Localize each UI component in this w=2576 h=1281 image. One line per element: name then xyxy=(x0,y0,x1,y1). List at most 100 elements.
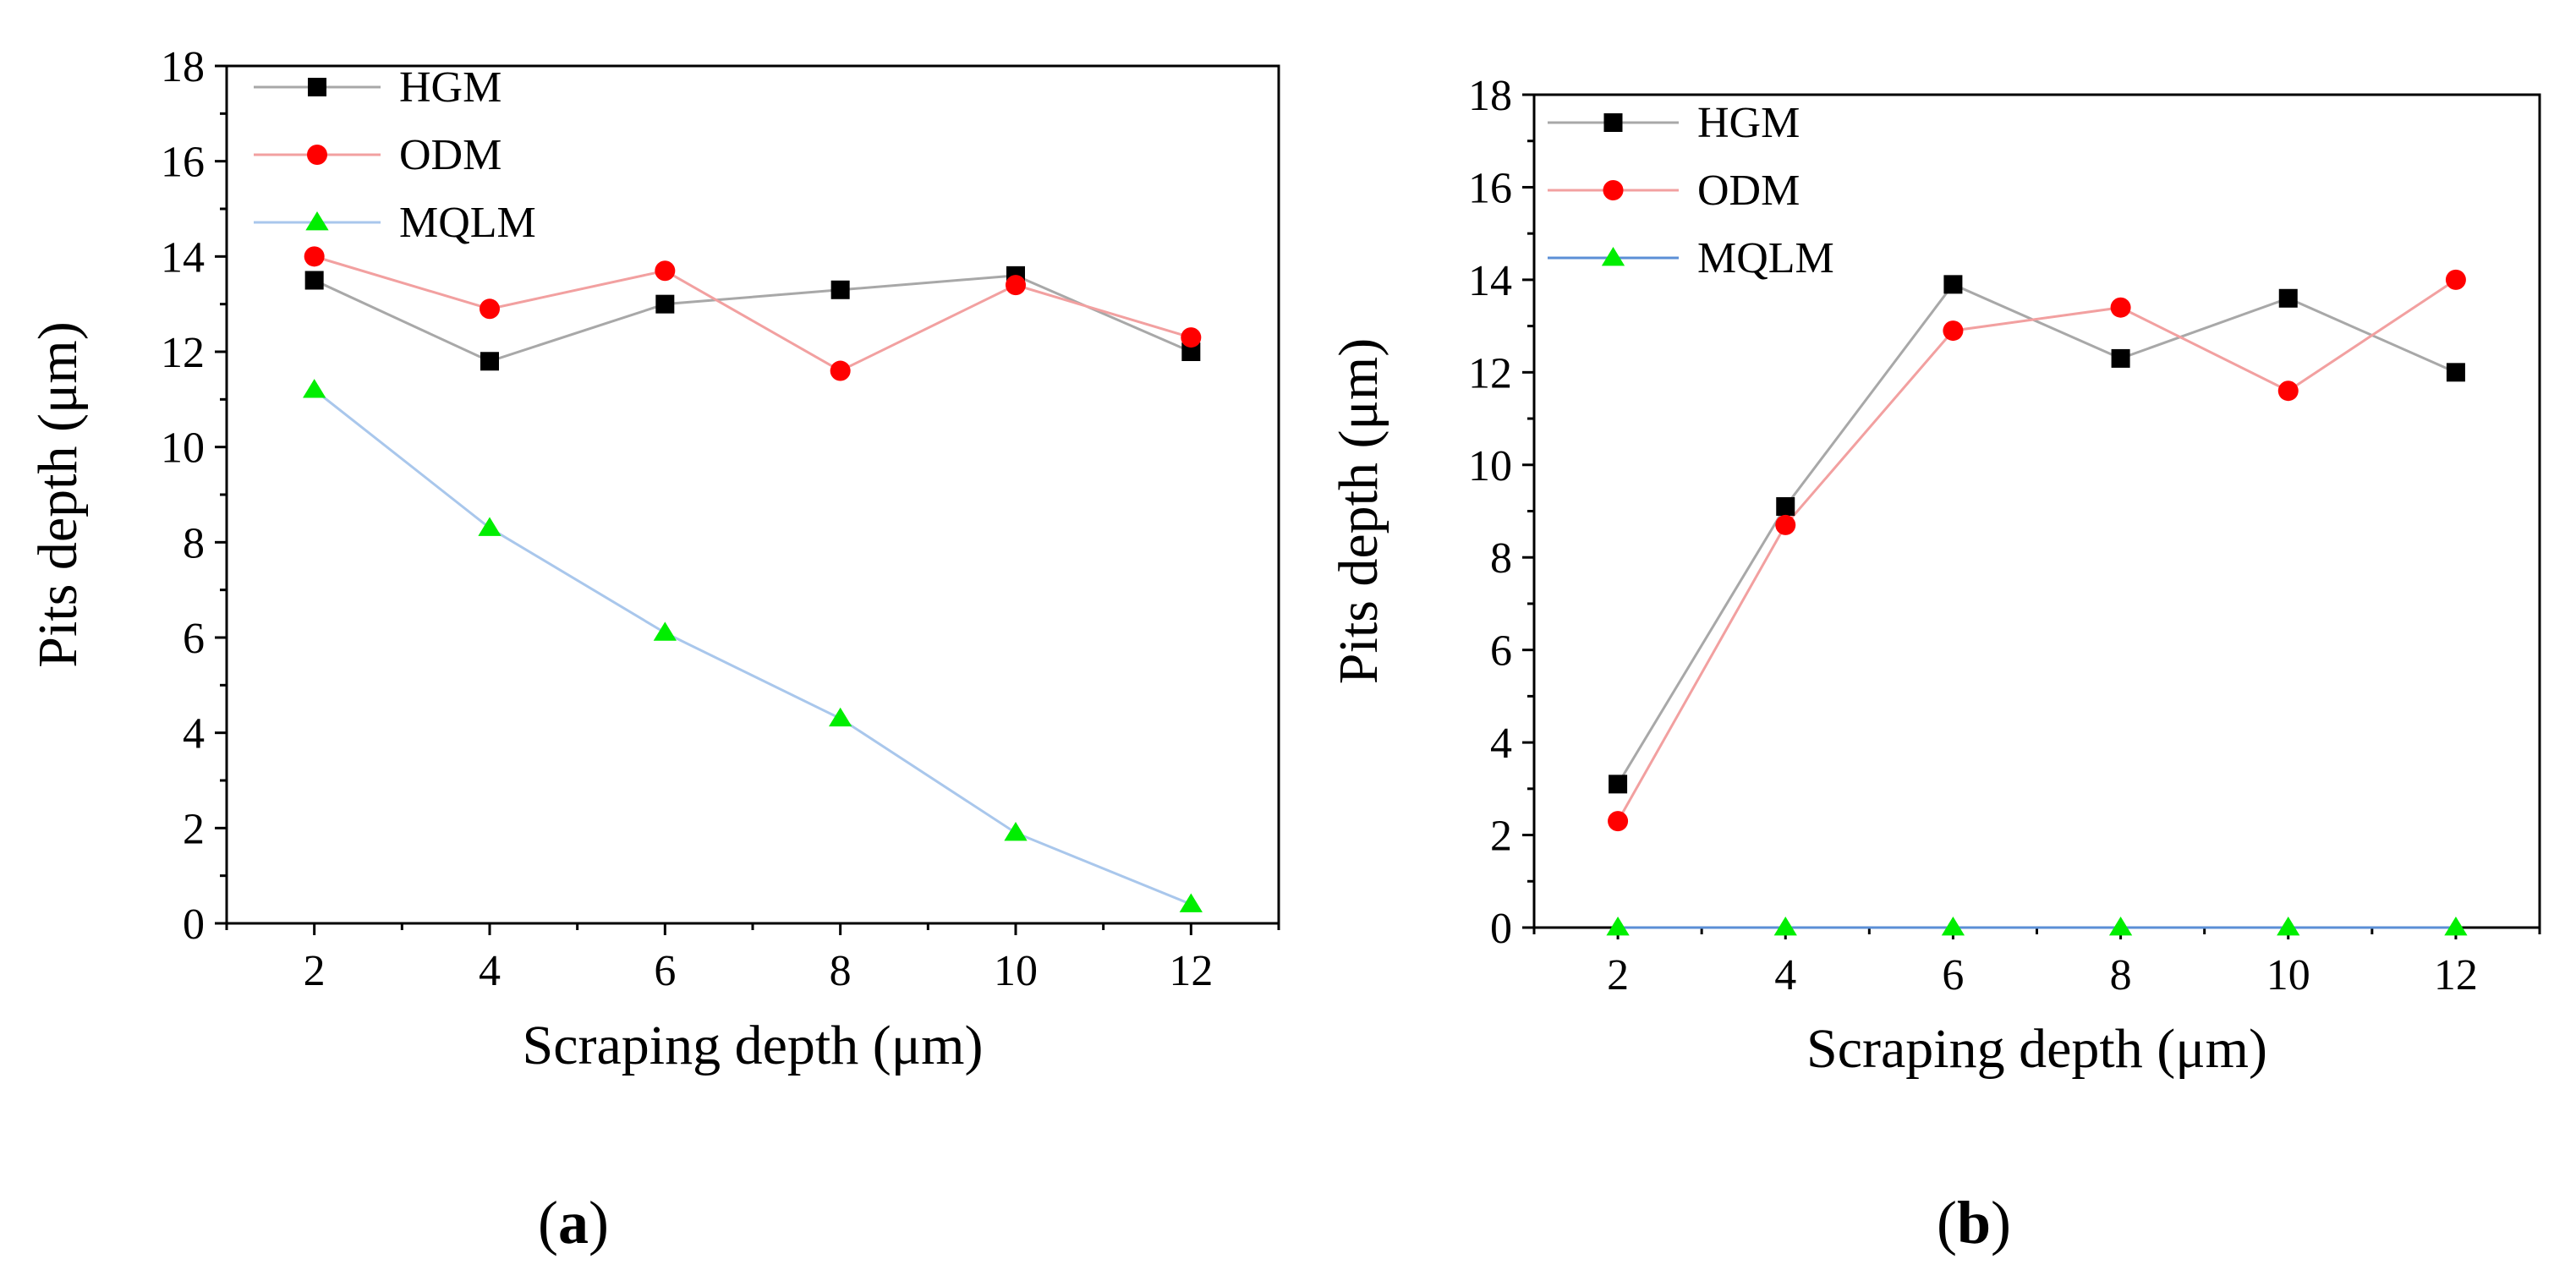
data-point xyxy=(655,294,675,314)
series-line-hgm xyxy=(1616,282,2457,786)
series-line-hgm xyxy=(314,274,1192,363)
x-axis-label: Scraping depth (μm) xyxy=(1806,1018,2267,1080)
series-line-odm xyxy=(314,255,1192,373)
data-point xyxy=(2108,917,2133,936)
data-point xyxy=(304,246,325,267)
series-markers-odm xyxy=(304,246,1202,381)
legend-label: HGM xyxy=(1697,99,1800,147)
data-point xyxy=(653,621,677,641)
x-tick-label: 10 xyxy=(994,947,1038,995)
series-markers-hgm xyxy=(304,266,1201,371)
x-tick-label: 2 xyxy=(304,947,326,995)
y-tick-label: 16 xyxy=(1468,164,1512,212)
data-point xyxy=(1606,917,1630,936)
data-point xyxy=(2445,269,2466,290)
data-point xyxy=(2277,380,2299,402)
data-point xyxy=(1608,811,1629,832)
chart-panel-a: 0 2 4 6 8 10 12 14 16 18 2 4 6 8 10 12 Scraping depth (μ… xyxy=(27,43,1280,1076)
plot-frame xyxy=(225,64,1280,925)
data-point xyxy=(830,360,851,381)
data-point xyxy=(1181,327,1202,348)
legend: HGM ODM MQLM xyxy=(254,63,536,247)
data-point xyxy=(2446,363,2465,382)
y-tick-label: 16 xyxy=(161,139,205,187)
legend-marker xyxy=(305,211,329,231)
y-tick-label: 14 xyxy=(1468,257,1512,305)
legend-marker xyxy=(307,145,327,165)
x-tick-label: 2 xyxy=(1607,951,1629,999)
y-tick-label: 8 xyxy=(183,519,205,567)
data-point xyxy=(1181,342,1201,361)
data-point xyxy=(1006,275,1026,296)
data-point xyxy=(1941,917,1965,936)
x-tick-label: 10 xyxy=(2266,951,2310,999)
chart-panel-b: 0 2 4 6 8 10 12 14 16 18 2 4 6 8 10 12 Scraping depth (μ… xyxy=(1328,72,2541,1080)
y-axis-label: Pits depth (μm) xyxy=(1328,338,1389,684)
panel-label-a: (a) xyxy=(538,1189,609,1256)
series-line-odm xyxy=(1616,278,2457,822)
panel-letter: a xyxy=(557,1189,589,1256)
y-tick-label: 10 xyxy=(161,424,205,473)
data-point xyxy=(1179,893,1203,912)
y-tick-label: 8 xyxy=(1490,534,1512,583)
y-tick-label: 12 xyxy=(1468,349,1512,397)
y-tick-label: 0 xyxy=(1490,905,1512,953)
data-point xyxy=(830,280,850,299)
y-tick-label: 4 xyxy=(183,710,205,758)
y-tick-label: 12 xyxy=(161,329,205,377)
legend-label: MQLM xyxy=(399,199,536,247)
legend-marker xyxy=(1603,113,1623,132)
legend-marker xyxy=(1603,180,1624,200)
x-tick-label: 8 xyxy=(2110,951,2132,999)
y-tick-label: 2 xyxy=(1490,813,1512,861)
panel-letter: b xyxy=(1956,1189,1992,1256)
data-point xyxy=(480,298,500,320)
data-point xyxy=(304,271,324,290)
legend-label: HGM xyxy=(399,63,501,112)
legend-marker xyxy=(308,78,326,96)
data-point xyxy=(478,517,501,536)
y-tick-label: 4 xyxy=(1490,720,1512,768)
data-point xyxy=(1773,917,1797,936)
data-point xyxy=(1004,822,1028,841)
legend-label: ODM xyxy=(1697,167,1800,215)
data-point xyxy=(2278,288,2298,308)
legend: HGM ODM MQLM xyxy=(1548,99,1834,282)
y-tick-label: 0 xyxy=(183,901,205,949)
plot-frame xyxy=(1532,93,2541,929)
x-tick-label: 12 xyxy=(2434,951,2478,999)
data-point xyxy=(480,352,499,371)
y-tick-label: 18 xyxy=(1468,72,1512,120)
data-point xyxy=(303,379,326,398)
panel-label-b: (b) xyxy=(1937,1189,2012,1256)
legend-label: ODM xyxy=(399,131,501,179)
series-markers-mqlm xyxy=(303,379,1203,912)
data-point xyxy=(829,707,852,727)
y-tick-label: 10 xyxy=(1468,442,1512,490)
data-point xyxy=(1943,275,1963,294)
legend-marker xyxy=(1601,247,1625,266)
x-tick-label: 4 xyxy=(479,947,501,995)
series-line-mqlm xyxy=(313,388,1192,906)
x-axis-label: Scraping depth (μm) xyxy=(523,1015,984,1076)
legend-label: MQLM xyxy=(1697,234,1834,282)
data-point xyxy=(1609,775,1628,794)
y-tick-label: 6 xyxy=(1490,627,1512,676)
y-axis-label: Pits depth (μm) xyxy=(27,321,89,667)
x-tick-label: 12 xyxy=(1169,947,1213,995)
data-point xyxy=(1776,497,1795,517)
data-point xyxy=(2111,348,2130,368)
y-tick-label: 18 xyxy=(161,43,205,91)
y-tick-label: 6 xyxy=(183,615,205,663)
series-markers-mqlm xyxy=(1606,917,2468,936)
data-point xyxy=(2110,297,2131,318)
x-tick-label: 6 xyxy=(1942,951,1964,999)
x-tick-label: 6 xyxy=(654,947,676,995)
data-point xyxy=(2444,917,2468,936)
y-tick-label: 14 xyxy=(161,233,205,282)
data-point xyxy=(655,260,676,282)
x-tick-label: 4 xyxy=(1774,951,1796,999)
data-point xyxy=(1775,514,1796,535)
x-tick-label: 8 xyxy=(830,947,852,995)
